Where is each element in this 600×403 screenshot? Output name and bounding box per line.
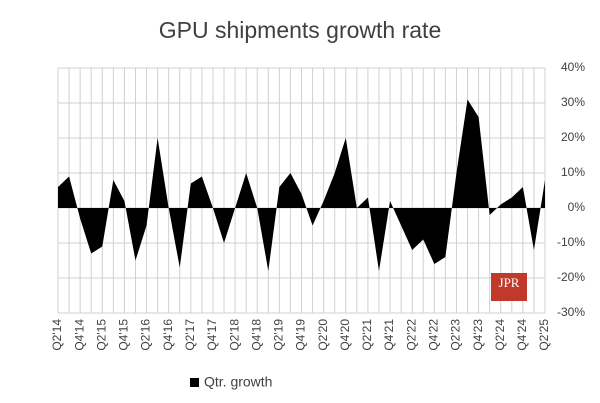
x-tick-label: Q2'15 — [94, 319, 108, 351]
chart-title: GPU shipments growth rate — [159, 17, 442, 43]
y-tick-label: 0% — [568, 200, 586, 214]
x-tick-label: Q2'16 — [139, 319, 153, 351]
x-tick-label: Q4'14 — [72, 319, 86, 351]
x-tick-label: Q2'19 — [272, 319, 286, 351]
x-tick-label: Q4'20 — [338, 319, 352, 351]
x-tick-label: Q2'17 — [183, 319, 197, 351]
x-tick-label: Q2'25 — [537, 319, 551, 351]
x-tick-label: Q2'24 — [493, 319, 507, 351]
plot — [58, 99, 545, 271]
grid — [57, 67, 546, 314]
x-tick-label: Q2'20 — [316, 319, 330, 351]
x-tick-label: Q4'18 — [249, 319, 263, 351]
y-tick-label: -10% — [557, 235, 585, 249]
y-tick-label: -30% — [557, 305, 585, 319]
area — [58, 99, 545, 271]
x-tick-label: Q4'19 — [294, 319, 308, 351]
x-tick-label: Q4'15 — [117, 319, 131, 351]
x-tick-label: Q2'14 — [50, 319, 64, 351]
x-tick-label: Q4'17 — [205, 319, 219, 351]
y-tick-label: -20% — [557, 270, 585, 284]
x-tick-label: Q4'16 — [161, 319, 175, 351]
x-tick-label: Q2'21 — [360, 319, 374, 351]
y-tick-label: 30% — [561, 95, 585, 109]
x-tick-label: Q2'22 — [404, 319, 418, 351]
y-tick-label: 20% — [561, 130, 585, 144]
x-tick-label: Q4'23 — [471, 319, 485, 351]
x-tick-label: Q4'21 — [382, 319, 396, 351]
y-tick-label: 40% — [561, 60, 585, 74]
x-tick-label: Q4'24 — [515, 319, 529, 351]
logo-box — [491, 273, 527, 301]
x-tick-label: Q4'22 — [426, 319, 440, 351]
axis-labels: -30% -20% -10% 0% 10% 20% 30% 40% Q2'14 Q4'14 Q2'1… — [50, 60, 585, 350]
x-tick-label: Q2'23 — [449, 319, 463, 351]
legend-label: Qtr. growth — [204, 374, 272, 390]
y-tick-label: 10% — [561, 165, 585, 179]
legend-swatch — [190, 378, 199, 387]
logo: JPR — [499, 275, 520, 290]
x-tick-label: Q2'18 — [227, 319, 241, 351]
